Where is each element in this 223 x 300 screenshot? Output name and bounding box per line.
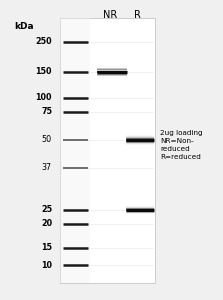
Bar: [97, 69, 127, 70]
Bar: [97, 72, 127, 73]
Text: 150: 150: [35, 68, 52, 76]
Text: 15: 15: [41, 244, 52, 253]
Text: kDa: kDa: [14, 22, 34, 31]
Text: 37: 37: [42, 164, 52, 172]
Text: NR: NR: [103, 10, 117, 20]
Text: 75: 75: [41, 107, 52, 116]
Text: 250: 250: [35, 38, 52, 46]
Text: 20: 20: [41, 220, 52, 229]
Text: 100: 100: [35, 94, 52, 103]
Text: 50: 50: [42, 136, 52, 145]
Text: 10: 10: [41, 260, 52, 269]
Bar: [97, 76, 127, 77]
Bar: [97, 73, 127, 74]
Bar: [97, 66, 127, 67]
Text: 25: 25: [41, 206, 52, 214]
Bar: [97, 67, 127, 68]
Bar: [60, 18, 155, 283]
Text: 2ug loading
NR=Non-
reduced
R=reduced: 2ug loading NR=Non- reduced R=reduced: [160, 130, 203, 160]
Bar: [97, 75, 127, 76]
Bar: [97, 70, 127, 71]
Bar: [60, 18, 90, 283]
Text: R: R: [134, 10, 140, 20]
